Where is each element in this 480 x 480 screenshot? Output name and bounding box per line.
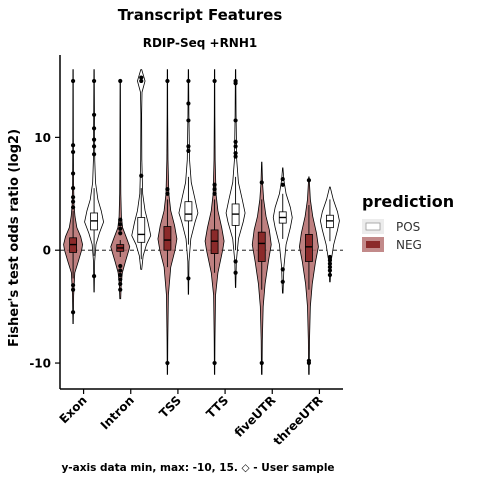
outlier-point bbox=[118, 273, 122, 277]
outlier-point bbox=[186, 101, 190, 105]
legend-label-neg: NEG bbox=[396, 238, 422, 252]
legend-title: prediction bbox=[362, 192, 454, 211]
outlier-point bbox=[71, 288, 75, 292]
outlier-point bbox=[71, 186, 75, 190]
outlier-point bbox=[139, 174, 143, 178]
outlier-point bbox=[118, 79, 122, 83]
outlier-point bbox=[118, 277, 122, 281]
outlier-point bbox=[118, 222, 122, 226]
outlier-point bbox=[165, 361, 169, 365]
outlier-point bbox=[307, 359, 311, 363]
y-axis-label: Fisher's test odds ratio (log2) bbox=[7, 129, 22, 347]
outlier-point bbox=[71, 283, 75, 287]
outlier-point bbox=[281, 280, 285, 284]
outlier-point bbox=[118, 288, 122, 292]
legend-key-neg bbox=[366, 241, 380, 248]
x-tick-label: threeUTR bbox=[271, 393, 326, 448]
box-pos bbox=[138, 217, 145, 242]
outlier-point bbox=[92, 152, 96, 156]
outlier-point bbox=[212, 187, 216, 191]
outlier-point bbox=[92, 79, 96, 83]
outlier-point bbox=[260, 180, 264, 184]
outlier-point bbox=[186, 149, 190, 153]
x-tick-label: TTS bbox=[203, 393, 231, 421]
outlier-point bbox=[233, 140, 237, 144]
x-tick-label: TSS bbox=[157, 393, 185, 421]
box-pos bbox=[185, 202, 192, 221]
outlier-point bbox=[233, 79, 237, 83]
outlier-point bbox=[118, 268, 122, 272]
outlier-point bbox=[233, 151, 237, 155]
x-tick-label: fiveUTR bbox=[232, 393, 279, 440]
outlier-point bbox=[212, 192, 216, 196]
outlier-point bbox=[118, 282, 122, 286]
outlier-point bbox=[165, 187, 169, 191]
outlier-point bbox=[92, 113, 96, 117]
y-tick-label: 0 bbox=[43, 244, 51, 258]
outlier-point bbox=[233, 271, 237, 275]
y-tick-label: -10 bbox=[29, 357, 51, 371]
outlier-point bbox=[233, 144, 237, 148]
outlier-point bbox=[139, 75, 143, 79]
outlier-point bbox=[260, 361, 264, 365]
plot-area bbox=[60, 70, 343, 375]
outlier-point bbox=[165, 192, 169, 196]
violin-pos bbox=[85, 70, 104, 292]
box-neg bbox=[164, 227, 171, 251]
legend-key-pos bbox=[366, 223, 380, 230]
outlier-point bbox=[186, 118, 190, 122]
outlier-point bbox=[71, 150, 75, 154]
outlier-point bbox=[212, 183, 216, 187]
outlier-point bbox=[71, 195, 75, 199]
outlier-point bbox=[233, 259, 237, 263]
y-axis: -10 0 10 bbox=[29, 55, 60, 389]
chart-caption: y-axis data min, max: -10, 15. ◇ - User … bbox=[61, 462, 334, 474]
y-tick-label: 10 bbox=[34, 131, 51, 145]
outlier-point bbox=[328, 255, 332, 259]
outlier-point bbox=[92, 126, 96, 130]
outlier-point bbox=[71, 79, 75, 83]
outlier-point bbox=[118, 231, 122, 235]
outlier-point bbox=[233, 118, 237, 122]
legend: prediction POS NEG bbox=[362, 192, 454, 252]
outlier-point bbox=[118, 264, 122, 268]
outlier-point bbox=[281, 177, 285, 181]
outlier-point bbox=[92, 274, 96, 278]
x-tick-label: Intron bbox=[98, 393, 137, 432]
outlier-point bbox=[71, 171, 75, 175]
x-tick-label: Exon bbox=[57, 393, 90, 426]
outlier-point bbox=[186, 79, 190, 83]
outlier-point bbox=[71, 143, 75, 147]
box-neg bbox=[305, 234, 312, 261]
outlier-point bbox=[71, 310, 75, 314]
legend-label-pos: POS bbox=[396, 220, 420, 234]
outlier-point bbox=[307, 178, 311, 182]
outlier-point bbox=[186, 276, 190, 280]
outlier-point bbox=[281, 183, 285, 187]
chart-subtitle: RDIP-Seq +RNH1 bbox=[143, 36, 258, 50]
outlier-point bbox=[328, 273, 332, 277]
outlier-point bbox=[92, 138, 96, 142]
outlier-point bbox=[165, 79, 169, 83]
outlier-point bbox=[212, 79, 216, 83]
box-neg bbox=[258, 232, 265, 261]
outlier-point bbox=[71, 205, 75, 209]
outlier-point bbox=[118, 227, 122, 231]
outlier-point bbox=[281, 267, 285, 271]
chart-title: Transcript Features bbox=[118, 6, 283, 24]
outlier-point bbox=[212, 361, 216, 365]
outlier-point bbox=[186, 144, 190, 148]
outlier-point bbox=[118, 218, 122, 222]
outlier-point bbox=[92, 144, 96, 148]
outlier-point bbox=[71, 200, 75, 204]
